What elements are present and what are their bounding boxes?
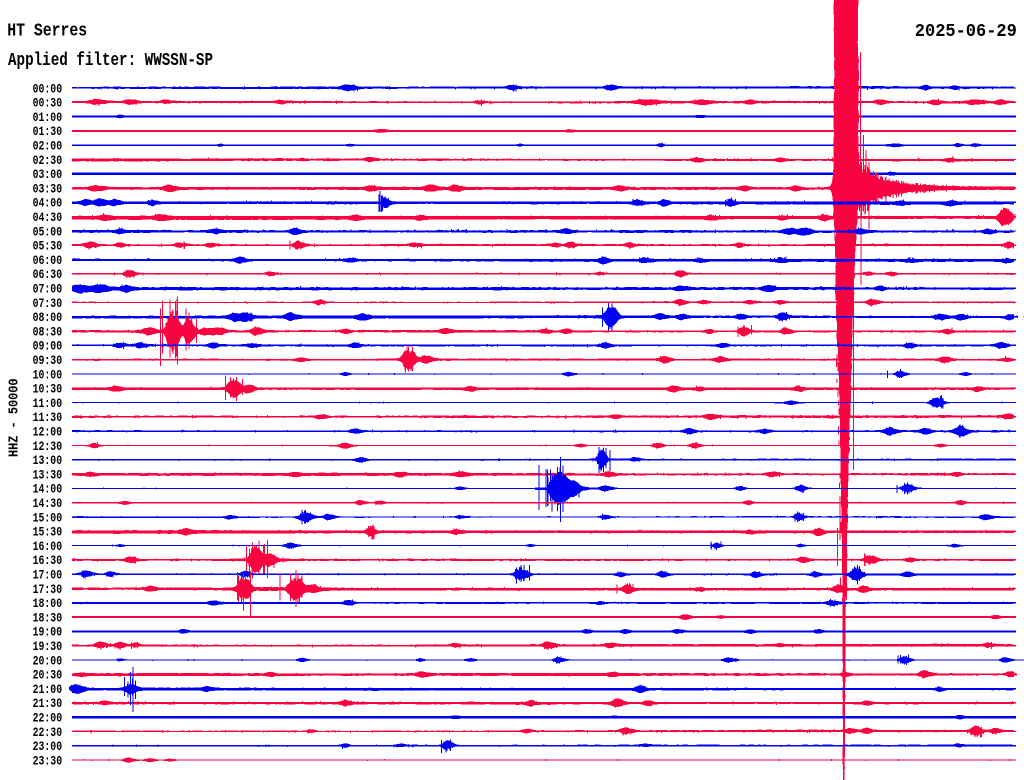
- svg-text:22:00: 22:00: [33, 711, 63, 726]
- svg-text:14:30: 14:30: [33, 496, 63, 511]
- svg-text:04:00: 04:00: [33, 196, 63, 211]
- svg-text:Applied filter: WWSSN-SP: Applied filter: WWSSN-SP: [8, 51, 213, 71]
- svg-text:01:30: 01:30: [33, 124, 63, 139]
- svg-text:00:00: 00:00: [33, 81, 63, 96]
- svg-text:07:30: 07:30: [33, 296, 63, 311]
- svg-text:02:30: 02:30: [33, 153, 63, 168]
- svg-text:09:00: 09:00: [33, 339, 63, 354]
- svg-text:01:00: 01:00: [33, 110, 63, 125]
- svg-text:21:30: 21:30: [33, 696, 63, 711]
- svg-text:10:00: 10:00: [33, 367, 63, 382]
- svg-text:13:00: 13:00: [33, 453, 63, 468]
- svg-text:16:00: 16:00: [33, 539, 63, 554]
- svg-text:23:30: 23:30: [33, 753, 63, 768]
- svg-text:05:30: 05:30: [33, 239, 63, 254]
- svg-text:11:00: 11:00: [33, 396, 63, 411]
- svg-text:02:00: 02:00: [33, 139, 63, 154]
- svg-text:17:30: 17:30: [33, 582, 63, 597]
- svg-text:HHZ - 50000: HHZ - 50000: [7, 379, 23, 458]
- svg-text:22:30: 22:30: [33, 725, 63, 740]
- svg-text:06:00: 06:00: [33, 253, 63, 268]
- svg-text:18:00: 18:00: [33, 596, 63, 611]
- svg-text:20:00: 20:00: [33, 653, 63, 668]
- svg-text:2025-06-29: 2025-06-29: [915, 22, 1017, 42]
- svg-text:19:30: 19:30: [33, 639, 63, 654]
- svg-text:20:30: 20:30: [33, 668, 63, 683]
- svg-text:10:30: 10:30: [33, 382, 63, 397]
- svg-text:15:30: 15:30: [33, 525, 63, 540]
- svg-text:11:30: 11:30: [33, 410, 63, 425]
- svg-text:05:00: 05:00: [33, 224, 63, 239]
- svg-text:04:30: 04:30: [33, 210, 63, 225]
- svg-text:03:00: 03:00: [33, 167, 63, 182]
- svg-text:18:30: 18:30: [33, 610, 63, 625]
- svg-text:12:00: 12:00: [33, 425, 63, 440]
- svg-text:HT Serres: HT Serres: [7, 22, 87, 42]
- svg-text:08:30: 08:30: [33, 324, 63, 339]
- svg-text:03:30: 03:30: [33, 181, 63, 196]
- svg-text:06:30: 06:30: [33, 267, 63, 282]
- svg-text:17:00: 17:00: [33, 568, 63, 583]
- svg-text:19:00: 19:00: [33, 625, 63, 640]
- svg-text:00:30: 00:30: [33, 96, 63, 111]
- svg-text:13:30: 13:30: [33, 467, 63, 482]
- svg-text:23:00: 23:00: [33, 739, 63, 754]
- svg-text:14:00: 14:00: [33, 482, 63, 497]
- svg-text:08:00: 08:00: [33, 310, 63, 325]
- svg-text:09:30: 09:30: [33, 353, 63, 368]
- svg-text:12:30: 12:30: [33, 439, 63, 454]
- svg-text:21:00: 21:00: [33, 682, 63, 697]
- svg-text:15:00: 15:00: [33, 510, 63, 525]
- svg-text:07:00: 07:00: [33, 282, 63, 297]
- svg-text:16:30: 16:30: [33, 553, 63, 568]
